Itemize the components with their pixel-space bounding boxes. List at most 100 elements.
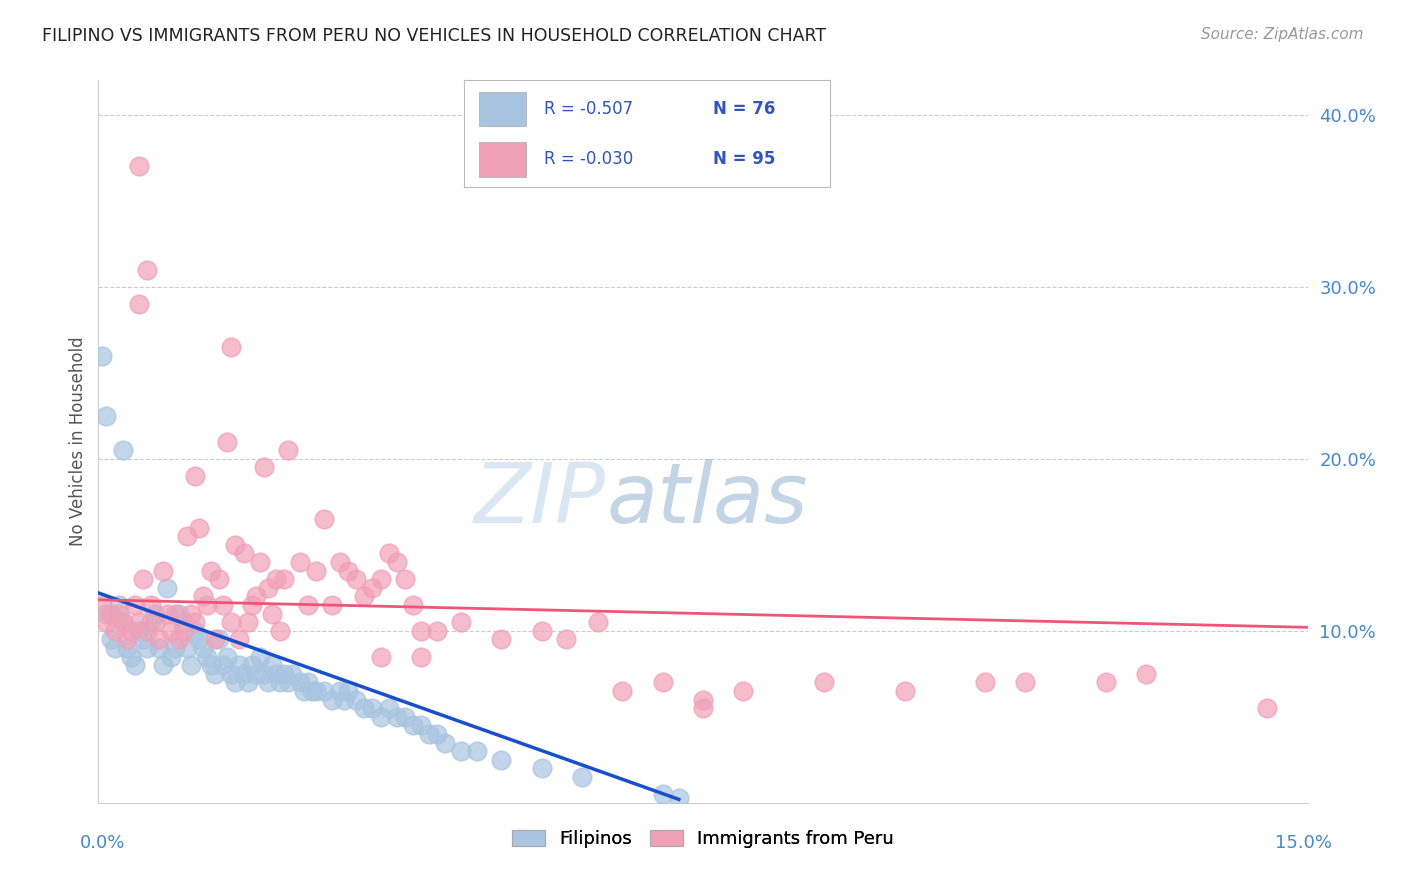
Text: R = -0.030: R = -0.030 (544, 151, 634, 169)
Point (188, 632, 211, 647)
Point (249, 649, 271, 664)
Point (180, 658, 202, 673)
Point (160, 624, 183, 638)
Point (221, 666, 243, 681)
Point (256, 675, 278, 690)
Point (321, 692, 343, 706)
Text: atlas: atlas (606, 458, 808, 540)
Point (143, 615, 166, 630)
Point (204, 666, 226, 681)
Point (184, 624, 207, 638)
Point (297, 675, 319, 690)
Point (245, 590, 267, 604)
Point (530, 624, 553, 638)
Point (132, 572, 155, 586)
Point (377, 701, 399, 715)
Point (361, 581, 384, 595)
Point (377, 546, 399, 560)
Point (394, 710, 416, 724)
Point (370, 710, 392, 724)
Y-axis label: No Vehicles in Household: No Vehicles in Household (69, 336, 87, 547)
Point (152, 564, 174, 578)
Point (586, 615, 609, 630)
Point (91, 598, 114, 612)
Point (434, 735, 457, 749)
Point (224, 675, 246, 690)
Point (409, 718, 432, 732)
Point (491, 753, 513, 767)
Point (212, 658, 235, 673)
Point (329, 684, 352, 698)
Point (111, 443, 134, 458)
Point (344, 692, 367, 706)
Point (370, 572, 392, 586)
Point (232, 546, 254, 560)
Point (103, 640, 125, 655)
Point (353, 701, 375, 715)
Point (249, 555, 271, 569)
Point (337, 564, 360, 578)
Point (450, 615, 472, 630)
Point (353, 590, 375, 604)
Point (450, 744, 472, 758)
Point (139, 615, 162, 630)
Point (305, 564, 328, 578)
Point (163, 640, 186, 655)
Point (692, 692, 714, 706)
Point (107, 598, 129, 612)
Point (288, 555, 311, 569)
Point (292, 684, 315, 698)
Point (301, 684, 323, 698)
Point (120, 624, 142, 638)
Point (193, 640, 215, 655)
Point (176, 529, 198, 543)
Point (204, 632, 226, 647)
Point (96, 615, 118, 630)
Text: ZIP: ZIP (474, 458, 606, 540)
Point (115, 640, 138, 655)
Point (256, 581, 278, 595)
Point (555, 632, 578, 647)
Point (160, 649, 183, 664)
Point (143, 607, 166, 621)
Point (1014, 675, 1036, 690)
Point (402, 718, 425, 732)
Point (139, 598, 162, 612)
Point (273, 572, 295, 586)
Point (193, 590, 215, 604)
Point (156, 607, 179, 621)
Point (221, 615, 243, 630)
Point (100, 607, 122, 621)
Point (107, 607, 129, 621)
Point (232, 666, 254, 681)
Point (135, 262, 157, 277)
Point (224, 538, 246, 552)
Point (1256, 701, 1278, 715)
Point (128, 624, 150, 638)
Point (571, 770, 593, 784)
Point (195, 598, 218, 612)
Point (228, 658, 250, 673)
Point (103, 624, 125, 638)
Point (200, 564, 222, 578)
Point (297, 598, 319, 612)
Point (163, 607, 186, 621)
Point (314, 512, 336, 526)
Point (1095, 675, 1118, 690)
Point (418, 727, 440, 741)
Point (260, 658, 283, 673)
Point (172, 615, 194, 630)
Point (253, 460, 276, 475)
Point (228, 632, 250, 647)
Point (344, 572, 367, 586)
Text: R = -0.507: R = -0.507 (544, 100, 634, 118)
Point (337, 684, 360, 698)
Point (96, 607, 118, 621)
Point (236, 675, 259, 690)
Point (195, 649, 218, 664)
Point (221, 340, 243, 354)
Point (530, 761, 553, 775)
Point (217, 434, 239, 449)
Point (253, 666, 276, 681)
Point (180, 607, 202, 621)
